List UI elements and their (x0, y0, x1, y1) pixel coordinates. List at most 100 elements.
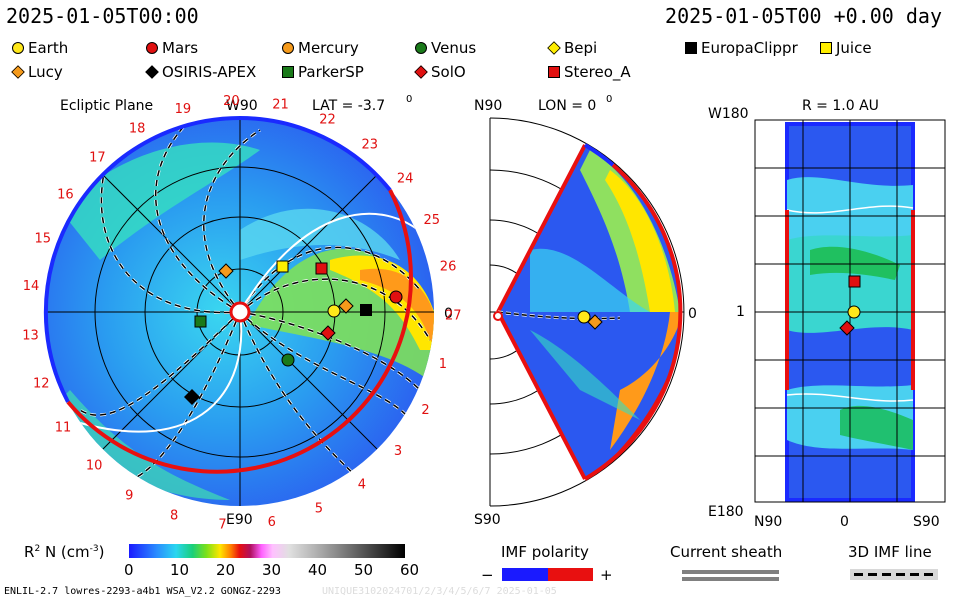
legend-label: OSIRIS-APEX (162, 63, 257, 81)
legend-item-mercury: Mercury (282, 39, 359, 57)
legend-item-europaclippr: EuropaClippr (685, 39, 798, 57)
map-e180: E180 (708, 504, 744, 520)
current-sheath-line-1 (682, 570, 779, 574)
current-sheath-line-2 (682, 577, 779, 581)
imf-positive-swatch (548, 568, 593, 581)
header-right-time: 2025-01-05T00 +0.00 day (665, 4, 942, 28)
circle-icon (146, 42, 158, 54)
sector-label: 3 (394, 444, 402, 459)
ecliptic-panel: Ecliptic Plane W90 LAT = -3.7 0 0 E90 19… (22, 94, 461, 533)
diamond-icon (11, 65, 25, 79)
parker-sp-marker (194, 315, 207, 328)
lucy-marker (218, 263, 234, 279)
legend-label: Juice (836, 39, 872, 57)
sector-label: 21 (272, 98, 289, 113)
circle-icon (282, 42, 294, 54)
sector-label: 11 (55, 421, 72, 436)
map-panel: W180 R = 1.0 AU 1 E180 N90 0 S90 (708, 98, 946, 530)
sector-label: 22 (319, 112, 336, 127)
colorbar-tick-label: 10 (170, 561, 190, 579)
sector-label: 19 (175, 102, 192, 117)
map-stereo-a-marker (848, 275, 861, 288)
legend-label: SolO (431, 63, 466, 81)
imf-plus: + (600, 566, 613, 584)
sector-label: 23 (362, 137, 379, 152)
meridional-lon-degree: 0 (606, 94, 612, 105)
map-n90: N90 (754, 514, 782, 530)
legend-label: Stereo_A (564, 63, 631, 81)
sector-label: 12 (33, 376, 50, 391)
circle-icon (12, 42, 24, 54)
sector-label: 20 (223, 94, 240, 109)
legend-item-parkersp: ParkerSP (282, 63, 364, 81)
colorbar-tick-label: 0 (124, 561, 134, 579)
venus-marker (281, 353, 295, 367)
colorbar-tick-label: 20 (216, 561, 236, 579)
circle-icon (415, 42, 427, 54)
legend-label: EuropaClippr (701, 39, 798, 57)
footer-right: UNIQUE3102024701/2/3/4/5/6/7 2025-01-05 (322, 586, 557, 597)
sector-label: 2 (421, 403, 429, 418)
footer-left: ENLIL-2.7 lowres-2293-a4b1 WSA_V2.2 GONG… (4, 586, 281, 597)
sector-label: 5 (315, 502, 323, 517)
square-icon (548, 66, 560, 78)
sector-label: 25 (424, 213, 441, 228)
imf-polarity-title: IMF polarity (501, 543, 589, 561)
sector-label: 15 (35, 231, 52, 246)
meridional-s90: S90 (474, 512, 501, 528)
legend-item-mars: Mars (146, 39, 198, 57)
colorbar-tick-label: 60 (400, 561, 420, 579)
meridional-panel: N90 LON = 0 0 0 S90 (474, 94, 697, 528)
sector-label: 17 (89, 150, 106, 165)
colorbar (129, 544, 405, 558)
sector-label: 14 (23, 279, 40, 294)
stereo-a-marker (315, 262, 328, 275)
sector-label: 10 (86, 459, 103, 474)
square-icon (282, 66, 294, 78)
earth-marker (327, 304, 341, 318)
header-left-time: 2025-01-05T00:00 (6, 4, 199, 28)
sun-marker (229, 301, 251, 323)
ecliptic-e90: E90 (226, 512, 253, 528)
legend-item-solo: SolO (414, 63, 466, 81)
meridional-lon: LON = 0 (538, 98, 596, 114)
map-solo-marker (839, 320, 855, 336)
bepi-marker (338, 298, 354, 314)
map-r: R = 1.0 AU (802, 98, 879, 114)
square-icon (820, 42, 832, 54)
meridional-earth-marker (577, 310, 591, 324)
legend-label: Bepi (564, 39, 598, 57)
sector-label: 27 (445, 308, 462, 323)
sector-label: 9 (125, 489, 133, 504)
imf-negative-swatch (502, 568, 548, 581)
legend-label: Lucy (28, 63, 63, 81)
colorbar-label: R2 N (cm-3) (24, 543, 105, 561)
sector-label: 16 (57, 188, 74, 203)
sector-label: 6 (268, 515, 276, 530)
diamond-icon (145, 65, 159, 79)
ecliptic-w90: W90 (226, 98, 258, 114)
sector-label: 13 (22, 328, 39, 343)
imf-3d-swatch (850, 569, 938, 580)
map-earth-marker (847, 305, 861, 319)
legend-label: ParkerSP (298, 63, 364, 81)
ecliptic-zero: 0 (444, 306, 453, 322)
ecliptic-lat: LAT = -3.7 (312, 98, 385, 114)
diamond-icon (414, 65, 428, 79)
meridional-n90: N90 (474, 98, 502, 114)
europa-clipper-marker (360, 304, 372, 316)
colorbar-tick-label: 40 (308, 561, 328, 579)
map-zero: 0 (840, 514, 849, 530)
imf-3d-title: 3D IMF line (848, 543, 932, 561)
legend-item-juice: Juice (820, 39, 872, 57)
sector-label: 24 (397, 172, 414, 187)
legend-item-bepi: Bepi (547, 39, 598, 57)
mars-marker (389, 290, 403, 304)
colorbar-tick-label: 30 (262, 561, 282, 579)
diamond-icon (547, 41, 561, 55)
legend-item-stereo-a: Stereo_A (548, 63, 631, 81)
juice-marker (276, 260, 289, 273)
sector-label: 4 (358, 477, 366, 492)
map-one: 1 (736, 304, 745, 320)
